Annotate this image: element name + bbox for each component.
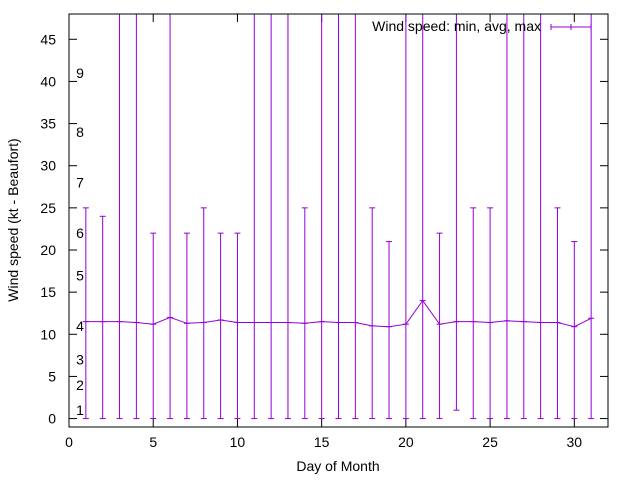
x-tick-label: 0 — [65, 434, 73, 450]
error-bar — [167, 14, 174, 420]
error-bar — [537, 14, 544, 420]
error-bar — [251, 14, 258, 420]
legend-label: Wind speed: min, avg, max — [372, 18, 541, 34]
error-bar — [217, 232, 224, 420]
error-bar — [183, 232, 190, 420]
error-bar — [470, 207, 477, 420]
error-bar — [99, 215, 106, 420]
x-tick-label: 15 — [314, 434, 330, 450]
error-bar — [133, 14, 140, 420]
error-bar — [318, 14, 325, 420]
beaufort-label: 9 — [76, 65, 84, 81]
x-tick-label: 10 — [230, 434, 246, 450]
error-bar — [503, 14, 510, 420]
x-tick-label: 25 — [482, 434, 498, 450]
y-axis-label: Wind speed (kt - Beaufort) — [5, 138, 21, 301]
error-bars-layer — [82, 14, 595, 420]
beaufort-label: 3 — [76, 352, 84, 368]
tick-layer — [68, 14, 608, 427]
avg-line-layer — [82, 299, 595, 328]
error-bar — [116, 14, 123, 420]
x-tick-label: 20 — [398, 434, 414, 450]
error-bar — [352, 14, 359, 420]
beaufort-label: 5 — [76, 267, 84, 283]
y-tick-label: 25 — [40, 200, 56, 216]
beaufort-label: 7 — [76, 175, 84, 191]
error-bar — [554, 207, 561, 420]
error-bar — [419, 14, 426, 420]
y-tick-label: 5 — [48, 368, 56, 384]
beaufort-label: 4 — [76, 318, 84, 334]
beaufort-label: 8 — [76, 124, 84, 140]
error-bar — [386, 241, 393, 420]
error-bar — [487, 207, 494, 420]
y-tick-label: 45 — [40, 31, 56, 47]
error-bar — [301, 207, 308, 420]
legend: Wind speed: min, avg, max — [372, 18, 592, 34]
y-tick-label: 20 — [40, 242, 56, 258]
x-tick-label: 30 — [567, 434, 583, 450]
beaufort-label: 6 — [76, 225, 84, 241]
x-tick-label: 5 — [149, 434, 157, 450]
y-tick-label: 40 — [40, 73, 56, 89]
error-bar — [150, 232, 157, 420]
y-tick-label: 10 — [40, 326, 56, 342]
error-bar — [436, 232, 443, 420]
error-bar — [588, 14, 595, 420]
error-bar — [82, 207, 89, 420]
y-tick-label: 0 — [48, 411, 56, 427]
beaufort-label: 2 — [76, 377, 84, 393]
error-bar — [268, 14, 275, 420]
error-bar — [284, 14, 291, 420]
beaufort-label: 1 — [76, 402, 84, 418]
plot-frame — [68, 13, 609, 428]
error-bar — [520, 14, 527, 420]
y-tick-label: 15 — [40, 284, 56, 300]
x-axis-label: Day of Month — [296, 458, 379, 474]
legend-key — [550, 24, 592, 30]
y-tick-label: 30 — [40, 158, 56, 174]
error-bar — [200, 207, 207, 420]
error-bar — [234, 232, 241, 420]
error-bar — [453, 14, 460, 411]
error-bar — [571, 241, 578, 420]
error-bar — [369, 207, 376, 420]
error-bar — [402, 14, 409, 420]
y-tick-label: 35 — [40, 116, 56, 132]
error-bar — [335, 14, 342, 420]
